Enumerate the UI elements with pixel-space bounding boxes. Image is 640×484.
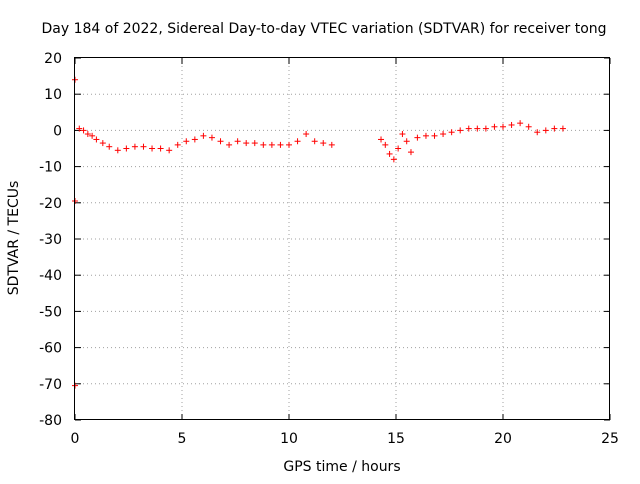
series-layer <box>72 76 566 389</box>
data-point <box>166 147 173 154</box>
data-point <box>84 131 91 138</box>
data-point <box>378 136 385 143</box>
x-tick-label: 5 <box>178 431 187 447</box>
data-point <box>395 145 402 152</box>
data-point <box>500 123 506 130</box>
data-point <box>440 131 447 138</box>
y-tick-label: -70 <box>39 377 62 393</box>
data-point <box>448 129 455 136</box>
data-point <box>303 131 310 138</box>
data-point <box>123 145 130 152</box>
data-point <box>226 141 233 148</box>
data-point <box>99 140 106 147</box>
data-point <box>422 132 429 139</box>
data-point <box>508 121 515 128</box>
y-tick-label: -80 <box>39 413 62 429</box>
data-point <box>251 140 258 147</box>
y-tick-label: -40 <box>39 268 62 284</box>
data-point <box>200 132 207 139</box>
data-point <box>208 134 215 141</box>
data-point <box>260 141 267 148</box>
data-point <box>311 138 318 145</box>
data-point <box>294 138 301 145</box>
data-point <box>277 141 284 148</box>
x-tick-label: 0 <box>71 431 80 447</box>
x-tick-label: 25 <box>601 431 619 447</box>
y-axis-label: SDTVAR / TECUs <box>6 181 22 296</box>
data-point <box>76 125 83 132</box>
data-point <box>217 138 224 145</box>
data-point <box>93 136 100 143</box>
grid-layer <box>75 58 610 420</box>
y-tick-label: -20 <box>39 196 62 212</box>
data-point <box>534 129 541 136</box>
data-point <box>457 127 464 134</box>
data-point <box>140 143 147 150</box>
data-point <box>382 141 389 148</box>
data-point <box>386 150 393 157</box>
x-tick-label: 15 <box>387 431 405 447</box>
data-point <box>542 127 549 134</box>
data-point <box>407 149 414 156</box>
data-point <box>106 143 113 150</box>
data-point <box>465 125 472 132</box>
y-tick-label: 0 <box>53 123 62 139</box>
y-tick-label: 10 <box>44 87 62 103</box>
data-point <box>399 131 406 138</box>
data-point <box>474 125 481 132</box>
x-tick-label: 10 <box>280 431 298 447</box>
x-tick-label: 20 <box>494 431 512 447</box>
data-point <box>414 134 421 141</box>
chart-title: Day 184 of 2022, Sidereal Day-to-day VTE… <box>41 21 606 37</box>
data-point <box>403 138 410 145</box>
data-point <box>131 143 138 150</box>
x-axis-label: GPS time / hours <box>283 459 400 475</box>
data-point <box>559 125 566 132</box>
data-point <box>390 156 397 163</box>
data-point <box>320 140 327 147</box>
data-point <box>89 132 96 139</box>
data-point <box>234 138 241 145</box>
data-point <box>183 138 190 145</box>
data-point <box>114 147 121 154</box>
data-point <box>191 136 198 143</box>
data-point <box>491 123 498 130</box>
y-tick-label: -60 <box>39 341 62 357</box>
data-point <box>268 141 275 148</box>
data-point <box>517 120 524 127</box>
y-tick-label: 20 <box>44 51 62 67</box>
data-point <box>525 123 532 130</box>
data-point <box>157 145 164 152</box>
y-tick-label: -50 <box>39 304 62 320</box>
y-tick-label: -30 <box>39 232 62 248</box>
data-point <box>482 125 489 132</box>
data-point <box>243 140 250 147</box>
plot-frame <box>74 57 610 420</box>
data-point <box>328 141 335 148</box>
data-point <box>174 141 181 148</box>
tick-layer: 0 5 10 15 20 25 20 10 0 -10 -20 -30 -40 -50 -60 -70 -80 <box>39 51 619 447</box>
data-point <box>149 145 156 152</box>
data-point <box>431 132 438 139</box>
data-point <box>80 127 87 134</box>
data-point <box>551 125 558 132</box>
y-tick-label: -10 <box>39 160 62 176</box>
data-point <box>286 141 292 148</box>
